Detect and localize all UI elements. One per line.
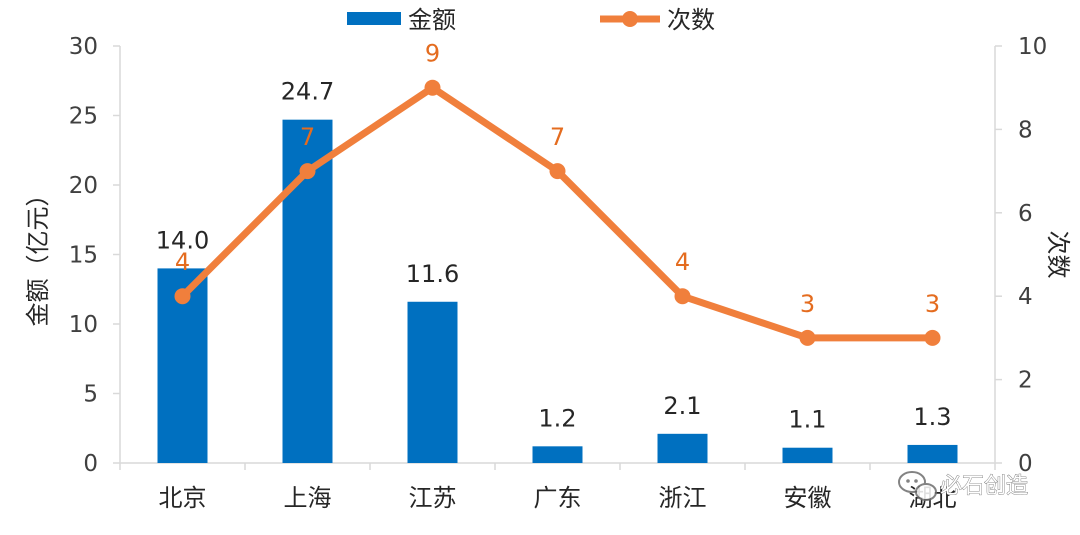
bar-value-label: 14.0 xyxy=(156,226,209,254)
y-left-tick-label: 25 xyxy=(69,104,98,130)
line-value-label: 7 xyxy=(550,123,565,151)
legend-bar-swatch xyxy=(347,12,401,25)
bar xyxy=(407,301,458,463)
line-value-label: 7 xyxy=(300,123,315,151)
wechat-eye xyxy=(914,479,918,483)
y-left-tick-label: 15 xyxy=(69,243,98,269)
bar-value-label: 1.2 xyxy=(538,404,576,432)
labels-layer: 14.0 24.7 11.6 1.2 2.1 1.1 1.3 4 7 9 7 4 3 3 xyxy=(156,40,952,434)
watermark-text: 必石创造 xyxy=(940,474,1028,499)
wechat-eye xyxy=(906,479,910,483)
line-point xyxy=(799,329,816,346)
line-point xyxy=(674,288,691,305)
line-point xyxy=(924,329,941,346)
bar xyxy=(657,433,708,463)
x-category-label: 安徽 xyxy=(784,484,832,512)
bar xyxy=(532,446,583,463)
y-left-tick-label: 0 xyxy=(83,451,98,477)
y-left-tick-label: 5 xyxy=(83,382,98,408)
bar-value-label: 11.6 xyxy=(406,260,459,288)
line-layer xyxy=(174,79,941,346)
x-category-label: 广东 xyxy=(534,484,582,512)
bar xyxy=(907,444,958,463)
bar-value-label: 24.7 xyxy=(281,78,334,106)
bar xyxy=(782,447,833,463)
line-value-label: 9 xyxy=(425,40,440,68)
bars-layer xyxy=(157,119,958,464)
line-value-label: 3 xyxy=(800,290,815,318)
wechat-bubble-large xyxy=(898,471,926,493)
y-left-tick-label: 10 xyxy=(69,312,98,338)
x-category-label: 浙江 xyxy=(659,484,707,512)
watermark: 必石创造 xyxy=(898,471,1028,501)
legend: 金额 次数 xyxy=(347,6,715,34)
line-value-label: 4 xyxy=(175,248,190,276)
y-axis-left-title: 金额（亿元） xyxy=(24,183,52,327)
y-left-tick-label: 30 xyxy=(69,34,98,60)
line-point xyxy=(424,79,441,96)
x-category-label: 上海 xyxy=(284,484,332,512)
y-right-tick-label: 8 xyxy=(1018,117,1033,143)
wechat-icon xyxy=(898,471,937,501)
y-right-tick-label: 2 xyxy=(1018,368,1033,394)
x-category-label: 北京 xyxy=(159,484,207,512)
y-right-tick-label: 10 xyxy=(1018,34,1047,60)
x-category-label: 江苏 xyxy=(409,484,457,512)
line-point xyxy=(174,288,191,305)
y-right-tick-label: 0 xyxy=(1018,451,1033,477)
line-value-label: 3 xyxy=(925,290,940,318)
legend-bar-label: 金额 xyxy=(408,6,456,34)
bar-value-label: 2.1 xyxy=(663,392,701,420)
y-left-tick-label: 20 xyxy=(69,173,98,199)
line-point xyxy=(299,163,316,180)
legend-line-label: 次数 xyxy=(667,6,715,34)
wechat-bubble-small xyxy=(915,483,937,501)
bar-value-label: 1.3 xyxy=(913,403,951,431)
bar-value-label: 1.1 xyxy=(788,406,826,434)
y-axis-right-title: 次数 xyxy=(1044,231,1072,279)
line-point xyxy=(549,163,566,180)
y-right-tick-label: 4 xyxy=(1018,284,1033,310)
axes-layer: 0510152025300246810北京上海江苏广东浙江安徽湖北金额（亿元）次… xyxy=(24,34,1072,512)
line-value-label: 4 xyxy=(675,248,690,276)
legend-line-marker xyxy=(622,11,638,27)
y-right-tick-label: 6 xyxy=(1018,201,1033,227)
